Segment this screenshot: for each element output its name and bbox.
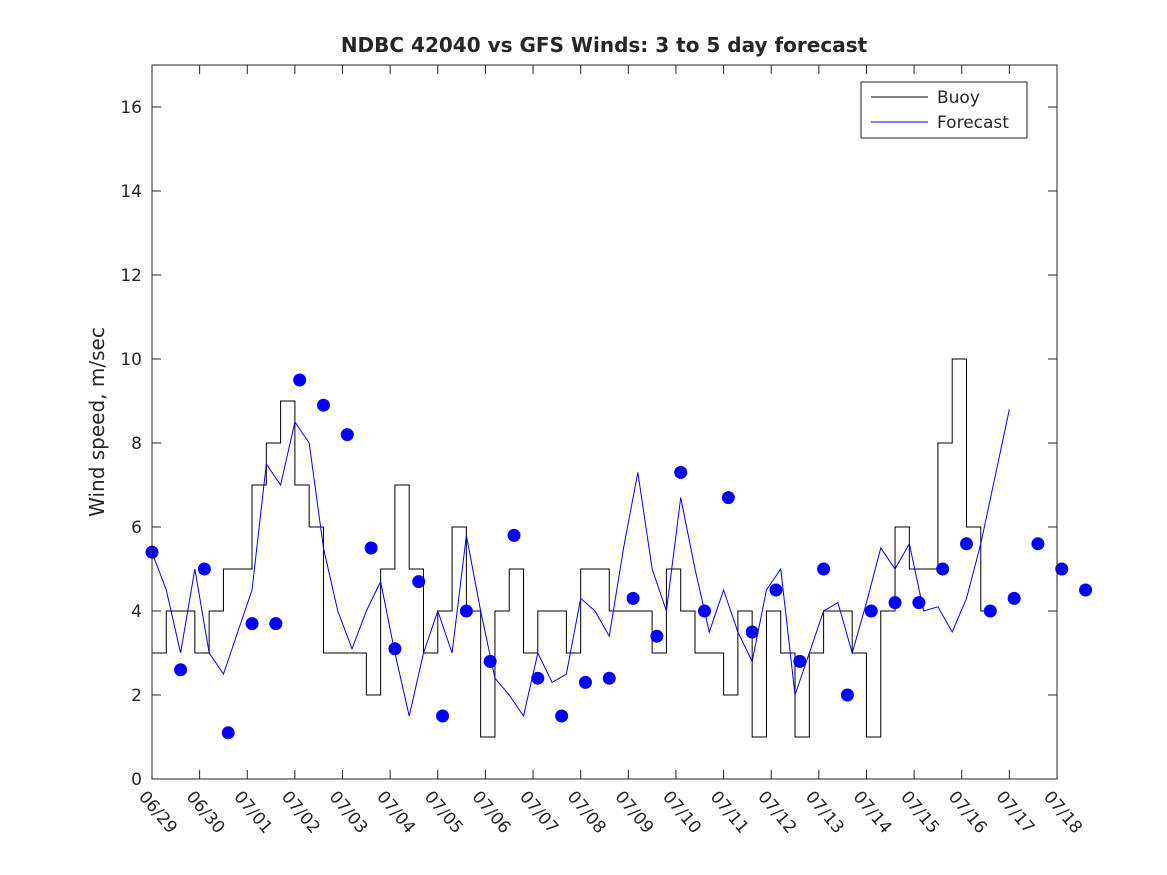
forecast-marker (388, 642, 402, 656)
series-layer (151, 358, 1010, 738)
y-tick-label: 0 (131, 770, 142, 790)
plot-frame (151, 64, 1058, 780)
legend: Buoy Forecast (860, 81, 1028, 139)
forecast-marker (531, 671, 545, 685)
forecast-marker (174, 663, 188, 677)
forecast-marker (840, 688, 854, 702)
y-tick-label: 4 (131, 602, 142, 622)
forecast-marker (316, 398, 330, 412)
forecast-marker (507, 528, 521, 542)
forecast-marker (936, 562, 950, 576)
forecast-marker (864, 604, 878, 618)
y-tick-label: 14 (120, 182, 142, 202)
plot-background (152, 65, 1057, 779)
forecast-marker (674, 465, 688, 479)
forecast-marker (412, 575, 426, 589)
forecast-marker (745, 625, 759, 639)
y-tick-label: 6 (131, 518, 142, 538)
plot-area (145, 64, 1093, 780)
legend-box (860, 81, 1028, 139)
forecast-marker (960, 537, 973, 551)
forecast-marker (888, 596, 902, 610)
y-tick-label: 10 (120, 350, 142, 370)
forecast-marker (769, 583, 783, 597)
forecast-marker (793, 654, 807, 668)
forecast-marker (340, 428, 354, 442)
forecast-marker (459, 604, 473, 618)
forecast-marker (364, 541, 378, 555)
forecast-marker (483, 654, 497, 668)
y-axis: 0 2 4 6 8 10 12 14 16 (120, 98, 1057, 790)
forecast-marker (1055, 562, 1069, 576)
y-tick-label: 16 (120, 98, 142, 118)
forecast-marker (269, 617, 283, 631)
forecast-marker (983, 604, 997, 618)
forecast-marker (912, 596, 926, 610)
forecast-marker (817, 562, 831, 576)
legend-label-forecast: Forecast (937, 113, 1009, 133)
y-tick-label: 2 (131, 686, 142, 706)
forecast-marker (578, 675, 592, 689)
forecast-marker (197, 562, 211, 576)
forecast-marker (436, 709, 450, 723)
forecast-marker (1031, 537, 1045, 551)
y-tick-label: 8 (131, 434, 142, 454)
forecast-marker (1007, 591, 1021, 605)
forecast-marker (602, 671, 616, 685)
y-axis-label: Wind speed, m/sec (85, 327, 109, 517)
forecast-marker (555, 709, 569, 723)
forecast-marker (1079, 583, 1093, 597)
forecast-series-line (151, 409, 1010, 718)
forecast-marker (293, 373, 307, 387)
forecast-marker (626, 591, 640, 605)
forecast-marker (698, 604, 712, 618)
forecast-marker (245, 617, 259, 631)
forecast-marker (221, 726, 235, 740)
forecast-marker (650, 629, 664, 643)
legend-label-buoy: Buoy (937, 88, 980, 108)
buoy-series-line (152, 358, 996, 738)
y-tick-label: 12 (120, 266, 142, 286)
forecast-marker (721, 491, 735, 505)
chart-title: NDBC 42040 vs GFS Winds: 3 to 5 day fore… (341, 33, 868, 57)
